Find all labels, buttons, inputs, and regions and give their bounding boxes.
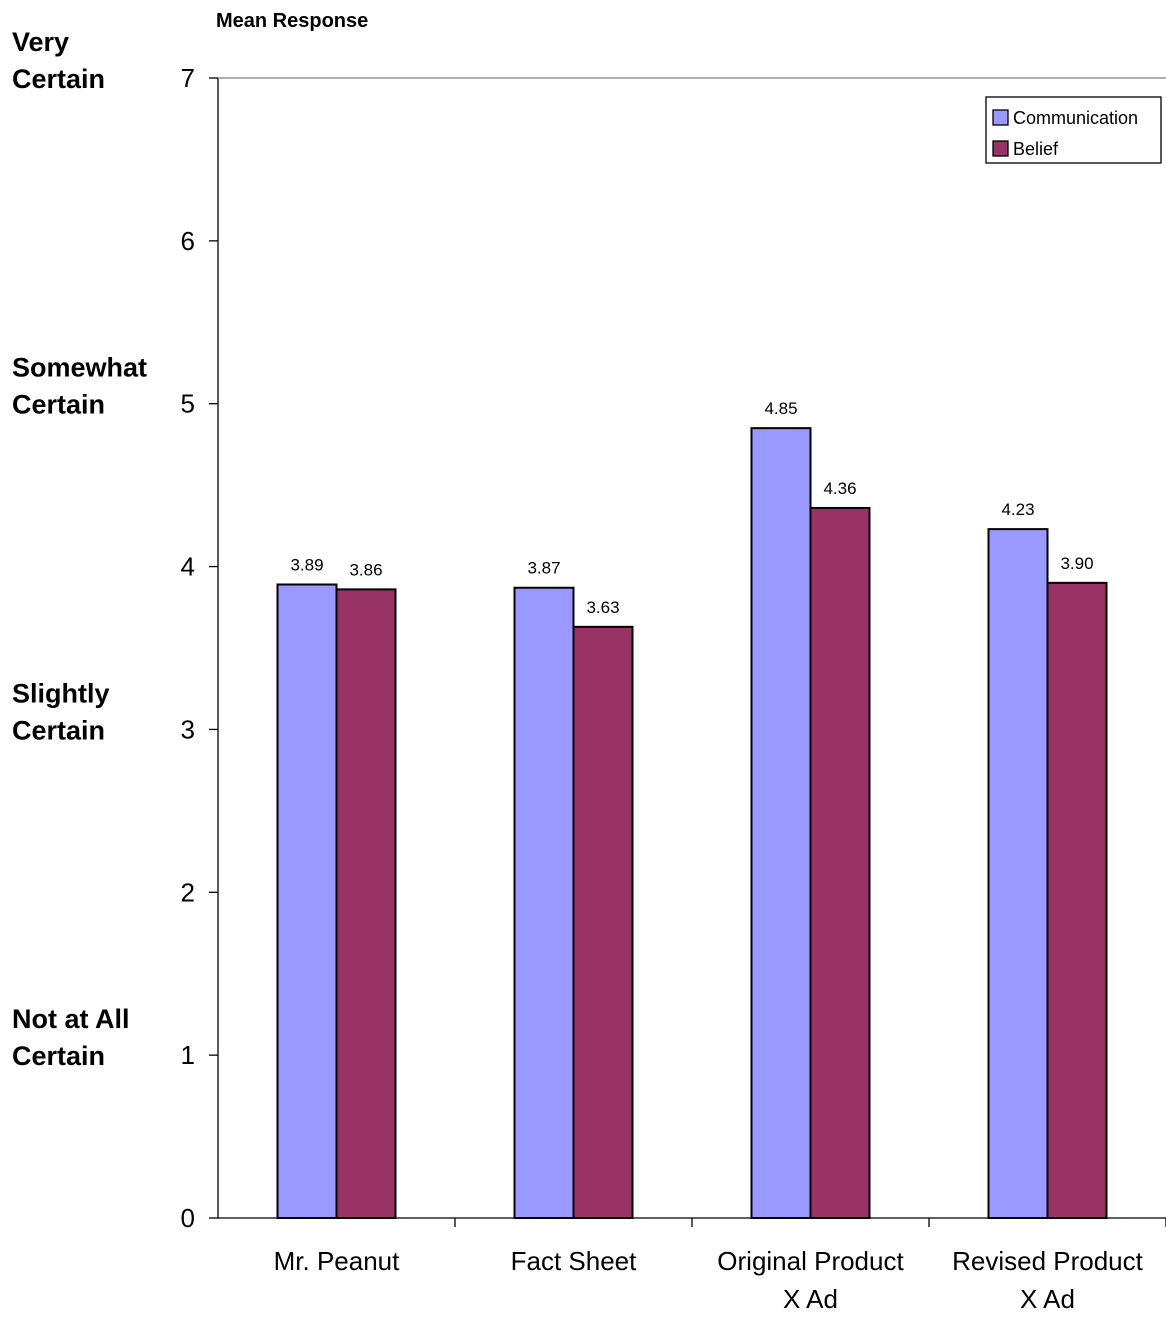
category-label: X Ad	[783, 1284, 838, 1314]
category-label: Fact Sheet	[511, 1246, 638, 1276]
category-label: X Ad	[1020, 1284, 1075, 1314]
y-axis-title: Mean Response	[216, 10, 368, 32]
category-label: Revised Product	[952, 1246, 1144, 1276]
scale-label: Certain	[12, 715, 105, 745]
y-tick-label: 4	[181, 552, 195, 582]
legend-label: Belief	[1013, 139, 1059, 159]
y-tick-label: 2	[181, 877, 195, 907]
legend-swatch-belief	[992, 140, 1009, 157]
scale-label: Not at All	[12, 1004, 130, 1034]
bar-communication	[750, 427, 812, 1219]
y-tick-label: 5	[181, 389, 195, 419]
scale-label: Somewhat	[12, 353, 147, 383]
data-label: 4.23	[1001, 500, 1034, 519]
category-label: Mr. Peanut	[274, 1246, 401, 1276]
legend-box	[985, 96, 1162, 164]
legend-label: Communication	[1013, 108, 1138, 128]
category-label: Original Product	[717, 1246, 904, 1276]
data-label: 3.63	[586, 598, 619, 617]
data-label: 4.36	[823, 479, 856, 498]
bar-belief	[1046, 581, 1108, 1219]
data-label: 4.85	[764, 399, 797, 418]
legend-swatch-communication	[992, 109, 1009, 126]
bar-belief	[335, 588, 397, 1219]
scale-label: Very	[12, 27, 69, 57]
y-tick-label: 1	[181, 1040, 195, 1070]
data-label: 3.87	[527, 559, 560, 578]
bar-communication	[513, 586, 575, 1219]
bar-belief	[572, 625, 634, 1219]
y-tick-label: 0	[181, 1203, 195, 1233]
scale-label: Certain	[12, 64, 105, 94]
data-label: 3.86	[349, 560, 382, 579]
data-label: 3.89	[290, 555, 323, 574]
y-tick-label: 6	[181, 226, 195, 256]
bar-belief	[809, 506, 871, 1219]
bar-communication	[987, 528, 1049, 1219]
scale-label: Slightly	[12, 678, 110, 708]
data-label: 3.90	[1060, 554, 1093, 573]
y-tick-label: 3	[181, 714, 195, 744]
scale-label: Certain	[12, 1041, 105, 1071]
scale-label: Certain	[12, 390, 105, 420]
y-tick-label: 7	[181, 63, 195, 93]
bar-communication	[276, 583, 338, 1219]
